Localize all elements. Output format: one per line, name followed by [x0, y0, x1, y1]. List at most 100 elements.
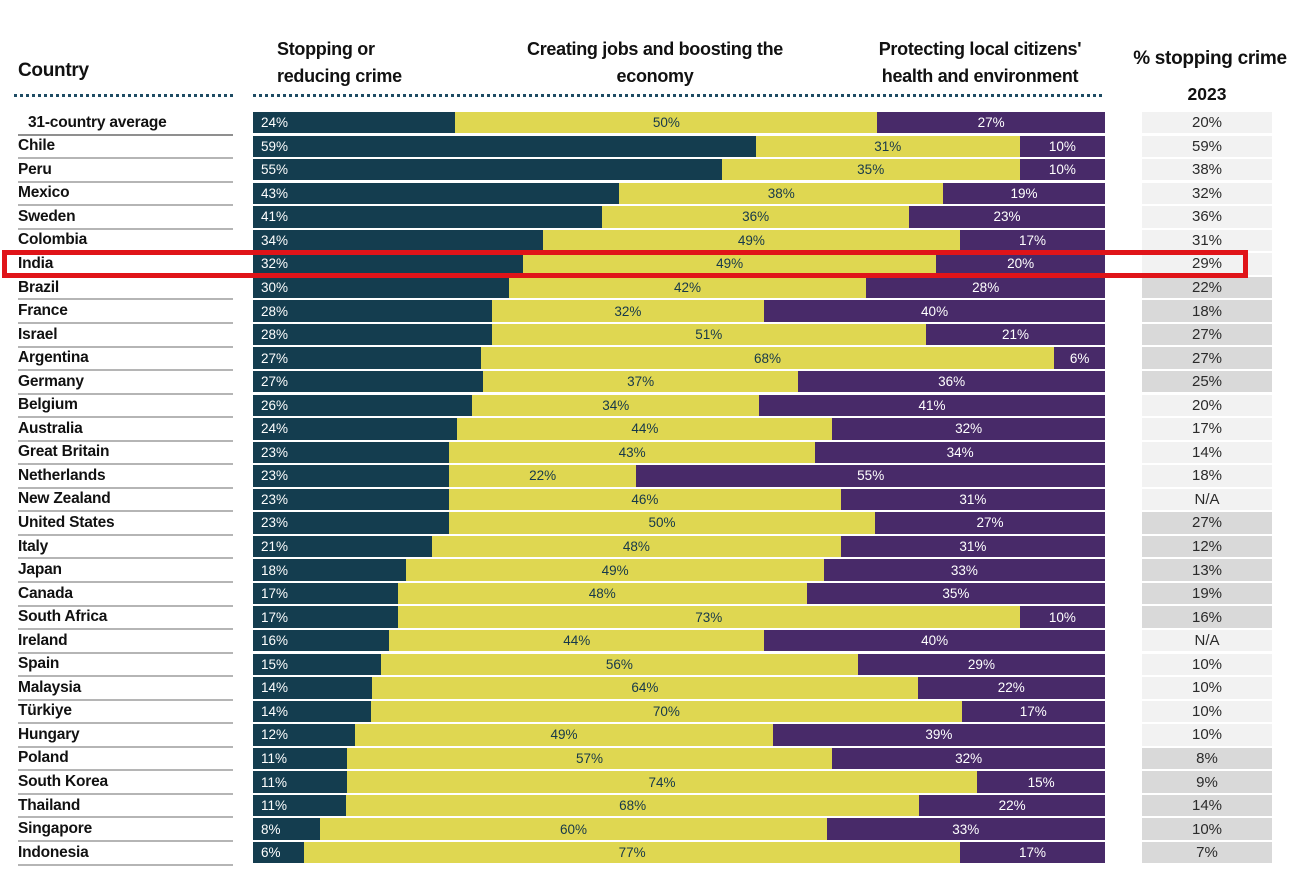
segment-value-label: 51% [695, 327, 723, 343]
segment-value-label: 32% [955, 421, 983, 437]
segment-value-label: 15% [1027, 774, 1055, 790]
segment-value-label: 28% [261, 303, 289, 319]
segment-health-environment: 21% [926, 323, 1105, 346]
column-header-line: Stopping or [277, 39, 375, 59]
stopping-crime-2023-value: 25% [1142, 371, 1272, 393]
column-header-line: Creating jobs and boosting the [527, 39, 783, 59]
segment-jobs-economy: 37% [483, 371, 799, 393]
country-row: Sweden 41% 36% 23% 36% [0, 206, 1302, 231]
segment-value-label: 74% [648, 774, 676, 790]
segment-value-label: 35% [857, 162, 885, 178]
segment-health-environment: 31% [840, 535, 1105, 558]
country-label: Argentina [18, 349, 89, 367]
country-row: Japan 18% 49% 33% 13% [0, 559, 1302, 584]
segment-health-environment: 32% [832, 747, 1105, 770]
segment-value-label: 14% [261, 680, 289, 696]
segment-jobs-economy: 70% [371, 700, 962, 723]
stacked-bar: 15% 56% 29% [253, 653, 1105, 675]
country-label: Ireland [18, 631, 68, 649]
country-row: New Zealand 23% 46% 31% N/A [0, 488, 1302, 513]
segment-stopping-crime: 27% [253, 347, 481, 369]
stacked-bar: 28% 32% 40% [253, 300, 1105, 322]
stacked-bar: 14% 64% 22% [253, 677, 1105, 699]
segment-stopping-crime: 17% [253, 582, 398, 605]
segment-value-label: 41% [918, 397, 946, 413]
segment-value-label: 33% [950, 562, 978, 578]
segment-stopping-crime: 23% [253, 512, 449, 534]
segment-value-label: 21% [1002, 327, 1030, 343]
segment-jobs-economy: 64% [372, 677, 918, 699]
stacked-bar: 55% 35% 10% [253, 159, 1105, 181]
country-row: Peru 55% 35% 10% 38% [0, 159, 1302, 184]
country-row: South Korea 11% 74% 15% 9% [0, 771, 1302, 796]
segment-value-label: 17% [1019, 845, 1047, 861]
segment-jobs-economy: 42% [508, 276, 867, 299]
stopping-crime-2023-value: 14% [1142, 794, 1272, 817]
country-label: Malaysia [18, 678, 82, 696]
segment-value-label: 22% [997, 680, 1025, 696]
segment-jobs-economy: 46% [448, 488, 841, 511]
segment-value-label: 19% [1010, 185, 1038, 201]
segment-health-environment: 22% [917, 677, 1105, 699]
segment-value-label: 68% [619, 798, 647, 814]
segment-jobs-economy: 49% [406, 559, 824, 581]
segment-value-label: 27% [976, 515, 1004, 531]
stacked-bar: 32% 49% 20% [253, 253, 1105, 275]
segment-value-label: 36% [938, 374, 966, 390]
segment-value-label: 6% [1069, 350, 1090, 366]
segment-value-label: 50% [652, 115, 680, 131]
segment-value-label: 35% [942, 586, 970, 602]
segment-value-label: 17% [261, 609, 289, 625]
country-row: Germany 27% 37% 36% 25% [0, 371, 1302, 396]
country-row: Israel 28% 51% 21% 27% [0, 323, 1302, 348]
segment-value-label: 23% [261, 491, 289, 507]
segment-jobs-economy: 31% [755, 135, 1020, 157]
stopping-crime-2023-value: 27% [1142, 323, 1272, 346]
segment-stopping-crime: 11% [253, 794, 346, 817]
segment-value-label: 39% [925, 727, 953, 743]
year-2023-label: 2023 [1187, 84, 1227, 104]
segment-health-environment: 27% [874, 512, 1105, 534]
segment-health-environment: 22% [919, 794, 1105, 817]
stacked-bar: 59% 31% 10% [253, 135, 1105, 157]
segment-value-label: 37% [627, 374, 655, 390]
stopping-crime-2023-value: 38% [1142, 159, 1272, 181]
country-row: Poland 11% 57% 32% 8% [0, 747, 1302, 772]
segment-value-label: 22% [529, 468, 557, 484]
segment-value-label: 21% [261, 539, 289, 555]
segment-value-label: 6% [261, 845, 281, 861]
segment-value-label: 11% [261, 798, 288, 814]
segment-health-environment: 33% [826, 818, 1105, 840]
segment-stopping-crime: 11% [253, 747, 347, 770]
stacked-bar: 11% 68% 22% [253, 794, 1105, 817]
country-row: Colombia 34% 49% 17% 31% [0, 229, 1302, 254]
segment-stopping-crime: 24% [253, 112, 456, 134]
stopping-crime-2023-value: 8% [1142, 747, 1272, 770]
segment-health-environment: 33% [823, 559, 1105, 581]
stacked-bar: 17% 48% 35% [253, 582, 1105, 605]
stacked-bar: 8% 60% 33% [253, 818, 1105, 840]
segment-value-label: 49% [716, 256, 744, 272]
segment-value-label: 38% [767, 185, 795, 201]
segment-health-environment: 10% [1019, 606, 1105, 628]
country-label: India [18, 254, 54, 272]
segment-stopping-crime: 43% [253, 182, 620, 205]
segment-stopping-crime: 8% [253, 818, 321, 840]
country-row: Singapore 8% 60% 33% 10% [0, 818, 1302, 843]
segment-value-label: 56% [605, 656, 633, 672]
segment-stopping-crime: 59% [253, 135, 756, 157]
stopping-crime-2023-value: 36% [1142, 206, 1272, 228]
segment-value-label: 33% [952, 821, 980, 837]
country-label: Singapore [18, 820, 92, 838]
segment-value-label: 42% [673, 280, 702, 296]
segment-value-label: 36% [742, 209, 770, 225]
segment-stopping-crime: 6% [253, 841, 305, 864]
stacked-bar: 16% 44% 40% [253, 630, 1105, 652]
segment-stopping-crime: 11% [253, 771, 347, 793]
country-label: Belgium [18, 396, 78, 414]
segment-value-label: 27% [977, 115, 1005, 131]
stacked-bar: 11% 57% 32% [253, 747, 1105, 770]
segment-value-label: 24% [261, 421, 289, 437]
segment-jobs-economy: 50% [448, 512, 875, 534]
country-row: Chile 59% 31% 10% 59% [0, 135, 1302, 160]
